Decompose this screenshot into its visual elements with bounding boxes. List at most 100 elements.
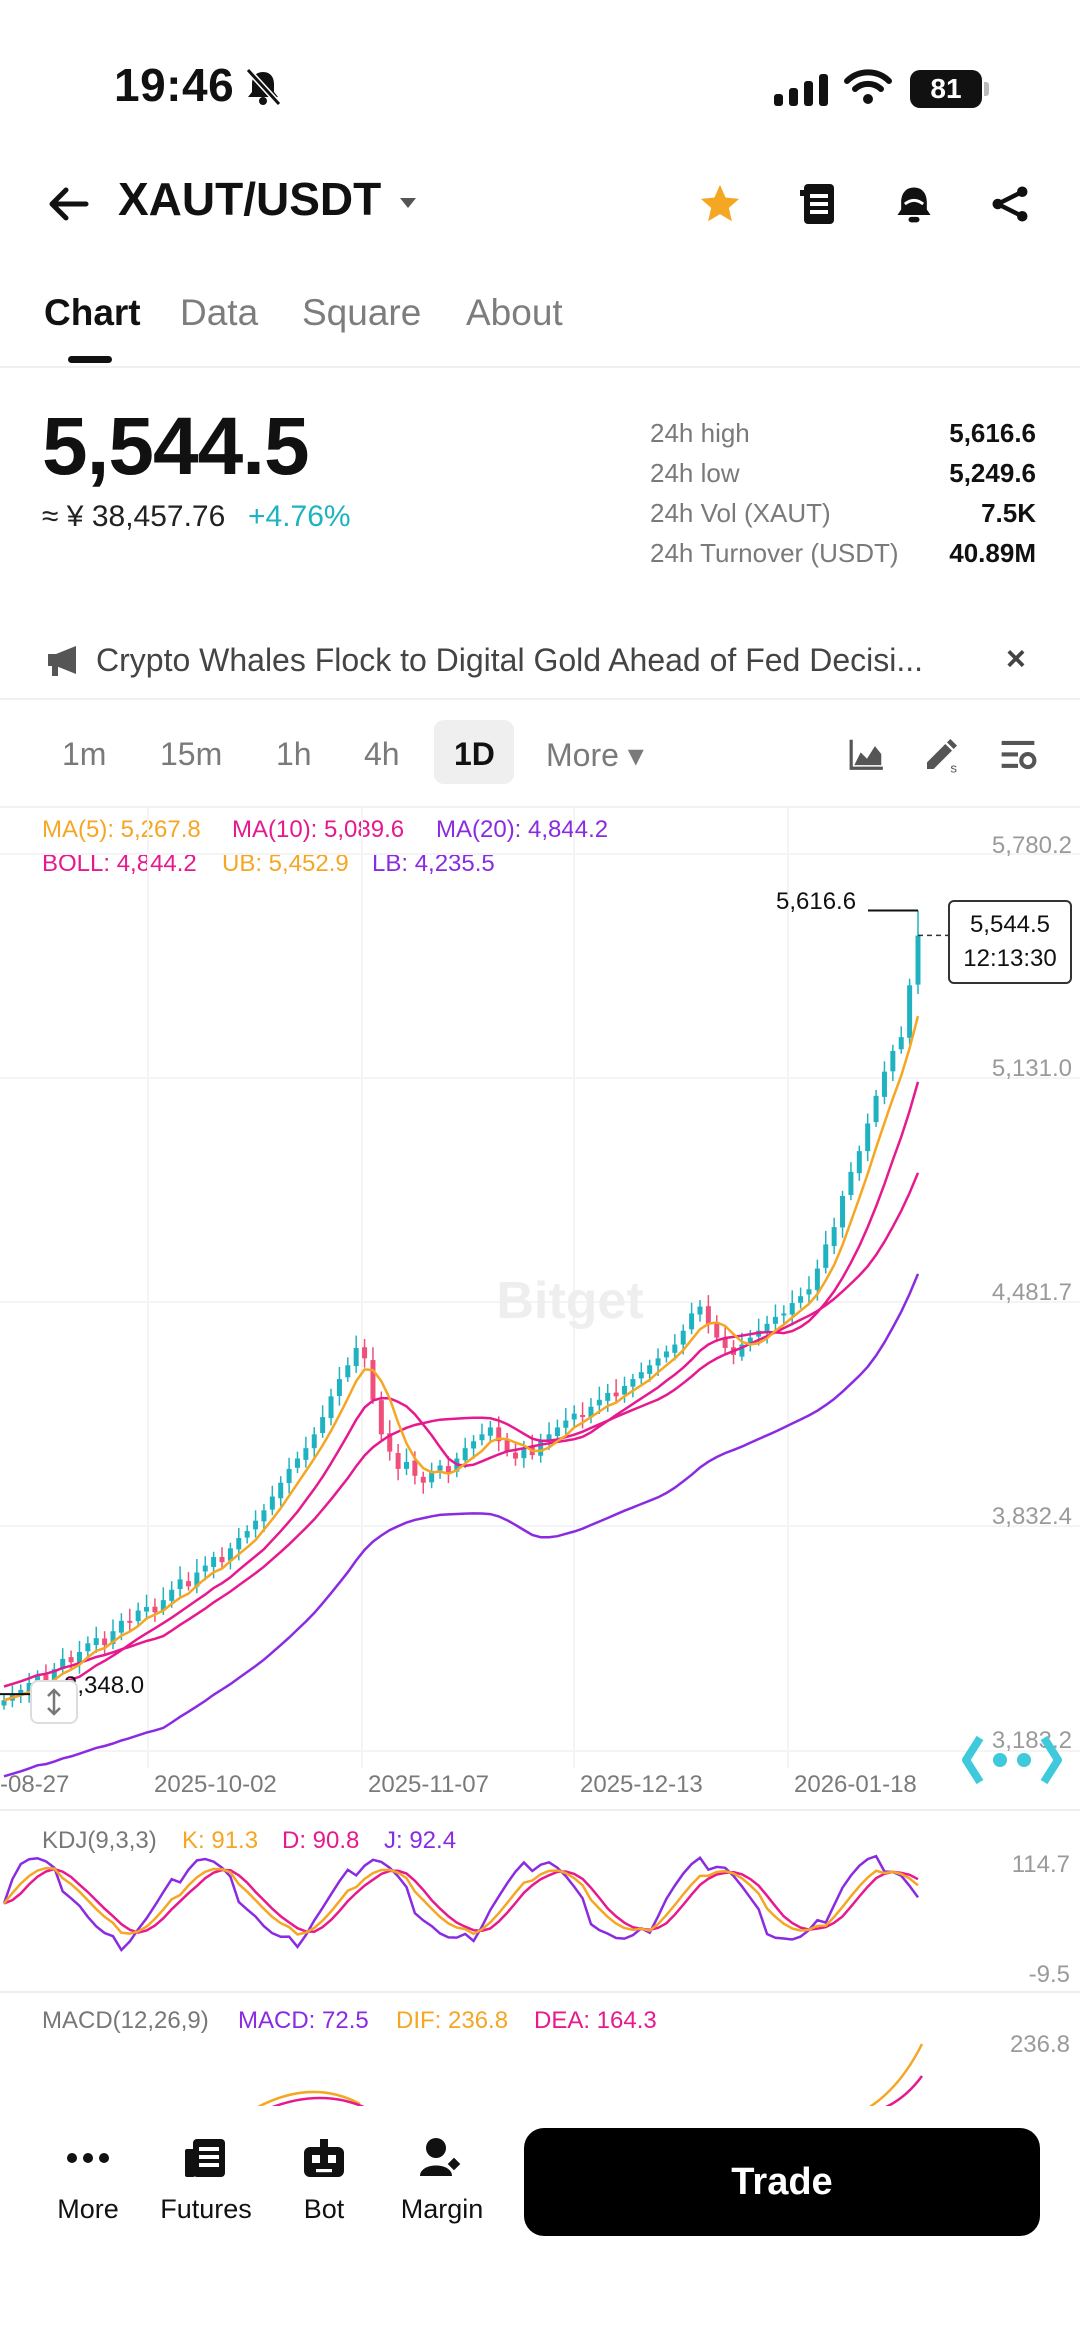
kdj-d: D: 90.8: [282, 1827, 360, 1854]
candle-body: [336, 1379, 342, 1396]
lower-band-line: [3, 1273, 920, 1778]
status-time: 19:46: [114, 59, 235, 111]
reset-zoom-icon[interactable]: [30, 1680, 78, 1724]
candle-body: [789, 1303, 795, 1315]
candle-body: [898, 1037, 904, 1050]
mid-band-line: [3, 1172, 920, 1688]
x-tick: 2026-01-18: [794, 1771, 917, 1798]
candle-body: [554, 1427, 560, 1437]
high-marker: 5,616.6: [776, 888, 857, 915]
news-headline[interactable]: Crypto Whales Flock to Digital Gold Ahea…: [96, 642, 924, 678]
candle-body: [160, 1600, 166, 1611]
candle-body: [253, 1520, 259, 1530]
interval-1d[interactable]: 1D: [454, 736, 495, 772]
tab-data[interactable]: Data: [180, 292, 259, 333]
back-arrow-icon[interactable]: [44, 180, 92, 228]
trade-button[interactable]: Trade: [524, 2128, 1040, 2236]
kdj-panel: [2, 1854, 920, 1953]
interval-15m[interactable]: 15m: [160, 736, 223, 772]
chart-type-icon[interactable]: [848, 736, 886, 772]
change-percent: +4.76%: [248, 500, 351, 533]
candle-body: [471, 1441, 477, 1449]
candle-body: [647, 1365, 653, 1374]
x-tick: -08-27: [0, 1771, 70, 1798]
candle-body: [286, 1468, 292, 1484]
y-tick: 5,780.2: [991, 832, 1072, 859]
pair-dropdown-icon[interactable]: [398, 196, 418, 210]
candle-body: [563, 1420, 569, 1428]
candle-body: [110, 1631, 116, 1644]
candle-body: [362, 1347, 368, 1359]
candle-body: [85, 1643, 91, 1652]
y-tick: 4,481.7: [991, 1279, 1072, 1306]
nav-bot[interactable]: Bot: [264, 2130, 384, 2225]
kdj-tick: 114.7: [1011, 1851, 1070, 1878]
kdj-k: K: 91.3: [182, 1827, 259, 1854]
ma5-legend: MA(5): 5,267.8: [42, 816, 201, 843]
favorite-star-icon[interactable]: [692, 176, 748, 232]
alert-bell-icon[interactable]: [886, 176, 942, 232]
tab-chart[interactable]: Chart: [44, 292, 141, 333]
divider: [0, 698, 1080, 700]
battery-indicator: 81: [910, 70, 989, 108]
candle-body: [219, 1556, 225, 1563]
candle-body: [814, 1268, 820, 1290]
last-price: 5,544.5: [42, 401, 310, 492]
candle-body: [412, 1460, 418, 1476]
draw-tool-icon[interactable]: s: [922, 734, 962, 774]
kdj-tick: -9.5: [1028, 1961, 1070, 1988]
candle-body: [177, 1579, 183, 1590]
candle-body: [227, 1548, 233, 1561]
macd-value: MACD: 72.5: [238, 2007, 369, 2034]
stat-value: 7.5K: [981, 498, 1036, 528]
candle-body: [18, 1689, 24, 1695]
candle-body: [747, 1337, 753, 1345]
y-tick: 5,131.0: [991, 1055, 1072, 1082]
candle-body: [907, 985, 913, 1038]
interval-more[interactable]: More ▾: [546, 737, 644, 773]
candle-body: [60, 1658, 66, 1669]
indicator-settings-icon[interactable]: [998, 736, 1038, 772]
candle-body: [840, 1196, 846, 1228]
nav-margin[interactable]: Margin: [382, 2130, 502, 2225]
price-chart[interactable]: Bitget: [0, 808, 1080, 2108]
candle-body: [194, 1572, 200, 1587]
tab-square[interactable]: Square: [302, 292, 422, 333]
candle-body: [169, 1589, 175, 1601]
candle-body: [429, 1472, 435, 1483]
nav-futures[interactable]: Futures: [146, 2130, 266, 2225]
candle-body: [714, 1322, 720, 1338]
interval-1h[interactable]: 1h: [276, 736, 312, 772]
candle-body: [311, 1434, 317, 1449]
candle-body: [378, 1400, 384, 1435]
candle-body: [781, 1313, 787, 1316]
nav-label: More: [57, 2194, 119, 2224]
close-icon[interactable]: ×: [1006, 640, 1026, 678]
candle-body: [622, 1385, 628, 1395]
stat-label: 24h high: [650, 418, 750, 448]
futures-icon: [146, 2130, 266, 2186]
candle-body: [303, 1448, 309, 1460]
candle-body: [571, 1413, 577, 1420]
wifi-icon: [844, 69, 892, 104]
candle-body: [856, 1151, 862, 1174]
margin-icon: [382, 2130, 502, 2186]
x-tick: 2025-11-07: [368, 1771, 489, 1798]
interval-4h[interactable]: 4h: [364, 736, 400, 772]
candle-body: [638, 1372, 644, 1379]
share-icon[interactable]: [982, 176, 1038, 232]
candle-body: [865, 1123, 871, 1152]
candle-body: [772, 1316, 778, 1324]
candle-body: [479, 1434, 485, 1441]
candle-body: [320, 1417, 326, 1433]
candle-body: [269, 1496, 275, 1510]
candle-body: [420, 1476, 426, 1483]
nav-more[interactable]: More: [28, 2130, 148, 2225]
tab-about[interactable]: About: [466, 292, 563, 333]
pair-title[interactable]: XAUT/USDT: [118, 173, 382, 225]
divider: [0, 806, 1080, 808]
candle-body: [596, 1399, 602, 1406]
scroll-to-latest-icon[interactable]: [960, 1730, 1064, 1790]
interval-1m[interactable]: 1m: [62, 736, 107, 772]
notes-icon[interactable]: [790, 176, 846, 232]
